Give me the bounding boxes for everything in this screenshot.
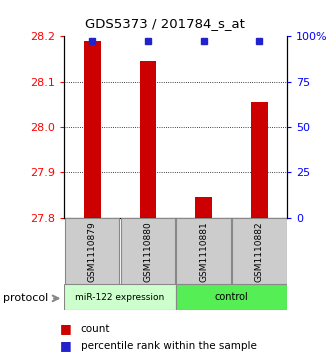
FancyBboxPatch shape <box>120 219 175 284</box>
Text: miR-122 expression: miR-122 expression <box>76 293 165 302</box>
Bar <box>251 102 268 218</box>
FancyBboxPatch shape <box>65 219 119 284</box>
Text: count: count <box>81 323 110 334</box>
FancyBboxPatch shape <box>176 285 287 310</box>
Text: ■: ■ <box>60 339 72 352</box>
Bar <box>140 61 156 218</box>
Text: GSM1110880: GSM1110880 <box>143 221 152 282</box>
Text: GSM1110879: GSM1110879 <box>88 221 97 282</box>
FancyBboxPatch shape <box>176 219 231 284</box>
Text: control: control <box>214 292 248 302</box>
Text: GSM1110881: GSM1110881 <box>199 221 208 282</box>
Text: percentile rank within the sample: percentile rank within the sample <box>81 340 257 351</box>
Text: GDS5373 / 201784_s_at: GDS5373 / 201784_s_at <box>85 17 245 30</box>
Text: GSM1110882: GSM1110882 <box>255 221 264 282</box>
FancyBboxPatch shape <box>232 219 286 284</box>
Bar <box>84 41 101 218</box>
Text: protocol: protocol <box>3 293 49 303</box>
FancyBboxPatch shape <box>64 285 176 310</box>
Text: ■: ■ <box>60 322 72 335</box>
Bar <box>195 197 212 218</box>
